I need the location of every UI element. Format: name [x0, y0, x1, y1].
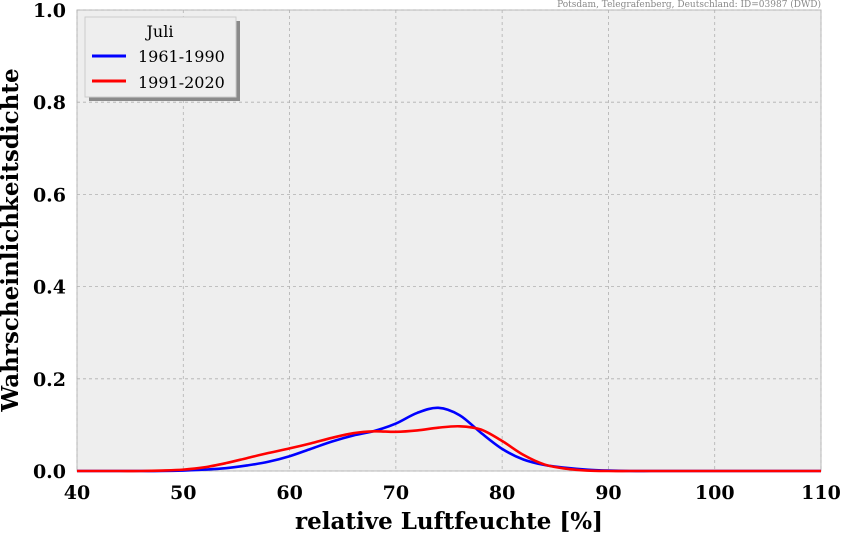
- x-tick-label: 40: [64, 482, 90, 504]
- legend: Juli 1961-1990 1991-2020: [84, 16, 240, 101]
- y-tick-label: 0.6: [33, 184, 66, 206]
- legend-box: [84, 16, 237, 98]
- x-tick-label: 80: [489, 482, 515, 504]
- x-tick-label: 50: [170, 482, 196, 504]
- x-axis-ticks: 40 50 60 70 80 90 100 110: [64, 482, 841, 504]
- x-tick-label: 60: [276, 482, 302, 504]
- legend-label-1961-1990: 1961-1990: [138, 47, 225, 66]
- y-tick-label: 0.4: [33, 277, 66, 299]
- y-tick-label: 1.0: [33, 0, 66, 22]
- y-tick-label: 0.8: [33, 92, 66, 114]
- y-axis-ticks: 0.0 0.2 0.4 0.6 0.8 1.0: [33, 0, 66, 483]
- series-lines: [77, 406, 821, 473]
- legend-title: Juli: [145, 22, 174, 41]
- x-tick-label: 70: [383, 482, 409, 504]
- y-tick-label: 0.2: [33, 369, 66, 391]
- series-line-1991-2020: [77, 424, 821, 473]
- x-axis-label: relative Luftfeuchte [%]: [295, 508, 603, 533]
- source-note: Potsdam, Telegrafenberg, Deutschland: ID…: [557, 0, 821, 10]
- y-axis-label: Wahrscheinlichkeitsdichte: [0, 68, 24, 412]
- x-tick-label: 100: [695, 482, 735, 504]
- x-tick-label: 90: [595, 482, 621, 504]
- x-tick-label: 110: [801, 482, 841, 504]
- legend-label-1991-2020: 1991-2020: [138, 73, 225, 92]
- y-tick-label: 0.0: [33, 461, 66, 483]
